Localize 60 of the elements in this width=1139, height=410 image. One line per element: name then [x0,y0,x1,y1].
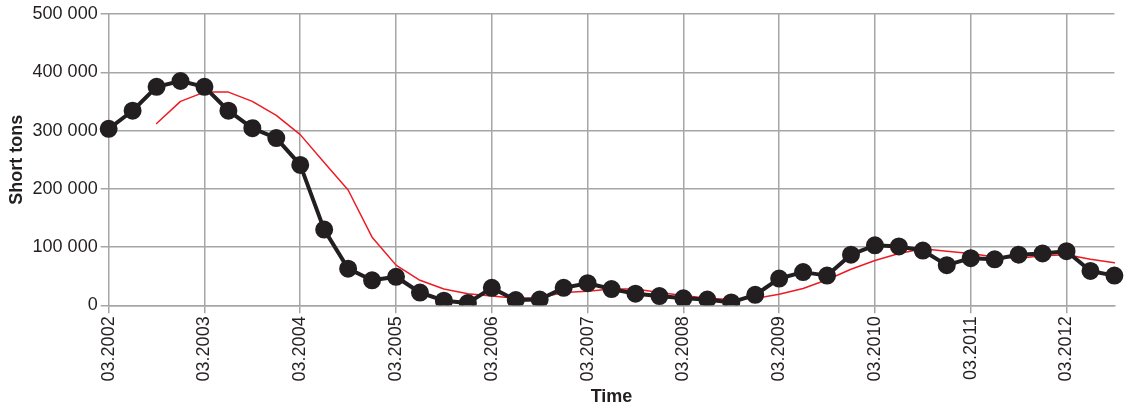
point [937,256,956,275]
point [1081,261,1100,280]
x-tick-label: 03.2010 [863,316,884,382]
point [1009,245,1028,264]
x-tick-label: 03.2012 [1055,316,1076,382]
point [554,278,573,297]
x-tick-label: 03.2004 [289,316,310,382]
point [219,101,238,120]
x-tick-label: 03.2002 [97,316,118,382]
point [746,285,765,304]
point [147,77,166,96]
x-tick-label: 03.2007 [576,316,597,382]
point [602,280,621,299]
point [818,266,837,285]
y-tick-label: 200 000 [32,177,98,198]
y-tick-label: 0 [87,294,98,315]
y-tick-label: 400 000 [32,61,98,82]
point [482,278,501,297]
point [315,220,334,239]
point [267,129,286,148]
point [578,274,597,293]
point [961,249,980,268]
y-axis-title: Short tons [5,114,26,205]
x-tick-label: 03.2003 [193,316,214,382]
point [698,290,717,306]
point [1057,242,1076,261]
point [434,291,453,306]
point [985,250,1004,269]
point [841,245,860,264]
point [1033,244,1052,263]
point [1105,266,1124,285]
x-tick-label: 03.2008 [672,316,693,382]
point [195,77,214,96]
point [506,291,525,306]
point [123,101,142,120]
point [674,289,693,306]
x-axis-title: Time [590,386,633,407]
point [626,284,645,303]
x-tick-label: 03.2011 [959,316,980,381]
x-tick-label: 03.2009 [768,316,789,382]
point [530,290,549,306]
point [339,259,358,278]
point [794,263,813,282]
x-tick-label: 03.2006 [480,316,501,382]
point [363,271,382,290]
y-tick-label: 300 000 [32,119,98,140]
point [291,155,310,174]
point [650,287,669,306]
point [387,267,406,286]
y-tick-label: 500 000 [32,2,98,23]
point [889,237,908,256]
point [913,241,932,260]
point [99,119,118,138]
point [243,119,262,138]
point [410,283,429,302]
point [171,72,190,91]
x-tick-label: 03.2005 [384,316,405,382]
point [770,269,789,288]
y-tick-label: 100 000 [32,236,98,257]
point [865,236,884,255]
